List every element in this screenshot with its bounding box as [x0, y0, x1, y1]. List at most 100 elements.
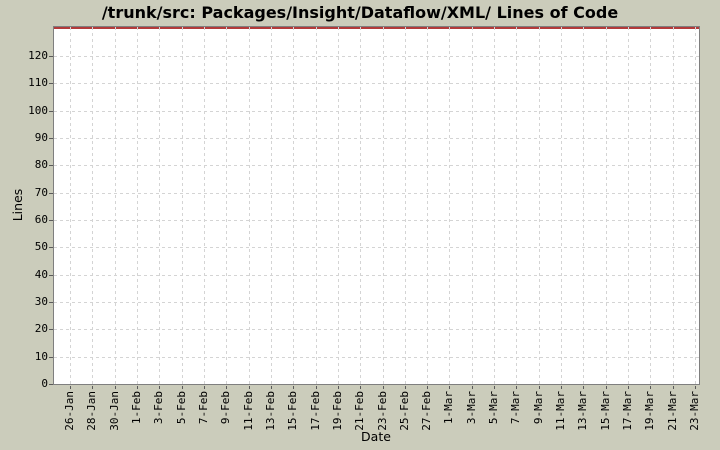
y-tick-mark	[49, 220, 53, 221]
x-tick-mark	[203, 386, 205, 389]
x-tick-label: 15-Mar	[598, 391, 612, 431]
x-tick-mark	[471, 386, 473, 389]
x-tick-mark	[360, 386, 362, 389]
y-gridline	[54, 356, 699, 358]
x-gridline	[360, 27, 362, 384]
y-gridline	[54, 220, 699, 221]
x-tick-label: 3-Mar	[464, 391, 478, 425]
x-gridline	[561, 27, 563, 384]
y-tick-label: 60	[34, 213, 48, 226]
y-tick-label: 120	[28, 49, 48, 62]
x-tick-label: 23-Mar	[688, 391, 701, 431]
x-gridline	[471, 27, 473, 384]
x-tick-label: 5-Feb	[174, 391, 188, 425]
y-tick-label: 40	[34, 267, 48, 281]
x-gridline	[382, 27, 384, 384]
y-tick-mark	[49, 110, 53, 112]
plot-area	[53, 26, 700, 385]
y-tick-mark	[49, 302, 53, 303]
y-tick-label: 0	[41, 377, 48, 390]
y-gridline	[54, 274, 699, 276]
x-tick-label: 23-Feb	[375, 391, 389, 431]
x-gridline	[605, 27, 607, 384]
x-tick-mark	[561, 386, 563, 389]
x-gridline	[136, 27, 138, 384]
y-tick-label: 90	[34, 131, 48, 144]
x-tick-label: 27-Feb	[420, 391, 434, 431]
x-axis-title: Date	[361, 429, 391, 444]
x-tick-mark	[136, 386, 138, 389]
x-tick-label: 26-Jan	[63, 391, 76, 431]
series-line-red	[54, 27, 699, 29]
x-tick-label: 15-Feb	[286, 391, 300, 431]
x-gridline	[650, 27, 652, 384]
y-gridline	[54, 165, 699, 167]
x-tick-mark	[337, 386, 339, 389]
x-tick-label: 25-Feb	[397, 391, 411, 431]
x-tick-label: 13-Mar	[576, 391, 590, 431]
y-tick-mark	[49, 83, 53, 85]
x-tick-mark	[494, 386, 496, 389]
x-tick-mark	[70, 386, 71, 389]
x-tick-label: 28-Jan	[85, 391, 99, 431]
x-gridline	[114, 27, 116, 384]
x-tick-mark	[628, 386, 630, 389]
y-gridline	[54, 110, 699, 112]
x-tick-label: 17-Feb	[308, 391, 322, 431]
x-tick-mark	[449, 386, 451, 389]
y-tick-label: 20	[34, 322, 48, 336]
x-tick-mark	[695, 386, 696, 389]
x-gridline	[293, 27, 295, 384]
y-tick-mark	[49, 56, 53, 57]
x-tick-label: 9-Feb	[219, 391, 233, 425]
x-gridline	[159, 27, 161, 384]
y-gridline	[54, 302, 699, 303]
x-tick-label: 21-Feb	[353, 391, 367, 431]
x-gridline	[672, 27, 674, 384]
x-tick-mark	[583, 386, 585, 389]
y-gridline	[54, 138, 699, 139]
y-tick-label: 70	[34, 185, 48, 199]
x-tick-mark	[672, 386, 674, 389]
y-tick-mark	[49, 329, 53, 331]
y-gridline	[54, 329, 699, 331]
x-gridline	[427, 27, 429, 384]
x-tick-mark	[114, 386, 116, 389]
y-tick-label: 10	[34, 349, 48, 363]
x-gridline	[449, 27, 451, 384]
y-tick-mark	[49, 384, 53, 385]
y-tick-label: 110	[28, 76, 48, 90]
x-tick-mark	[605, 386, 607, 389]
x-gridline	[538, 27, 540, 384]
x-tick-label: 11-Feb	[241, 391, 255, 431]
x-gridline	[92, 27, 94, 384]
x-gridline	[583, 27, 585, 384]
y-gridline	[54, 192, 699, 194]
x-tick-label: 1-Feb	[129, 391, 143, 425]
x-gridline	[270, 27, 272, 384]
x-tick-label: 3-Feb	[152, 391, 166, 425]
x-gridline	[628, 27, 630, 384]
x-tick-label: 19-Feb	[330, 391, 344, 431]
x-tick-label: 17-Mar	[621, 391, 635, 431]
x-tick-label: 7-Mar	[509, 391, 523, 425]
y-gridline	[54, 83, 699, 85]
x-tick-mark	[181, 386, 183, 389]
x-gridline	[516, 27, 518, 384]
x-gridline	[695, 27, 696, 384]
x-gridline	[337, 27, 339, 384]
x-tick-mark	[427, 386, 429, 389]
y-tick-mark	[49, 356, 53, 358]
y-tick-label: 100	[28, 103, 48, 117]
x-gridline	[404, 27, 406, 384]
x-tick-label: 7-Feb	[196, 391, 210, 425]
y-tick-mark	[49, 165, 53, 167]
y-gridline	[54, 247, 699, 249]
x-tick-label: 30-Jan	[107, 391, 121, 431]
x-tick-mark	[538, 386, 540, 389]
x-tick-mark	[293, 386, 295, 389]
x-tick-label: 21-Mar	[665, 391, 679, 431]
y-gridline	[54, 56, 699, 57]
x-tick-label: 5-Mar	[487, 391, 501, 425]
x-gridline	[203, 27, 205, 384]
